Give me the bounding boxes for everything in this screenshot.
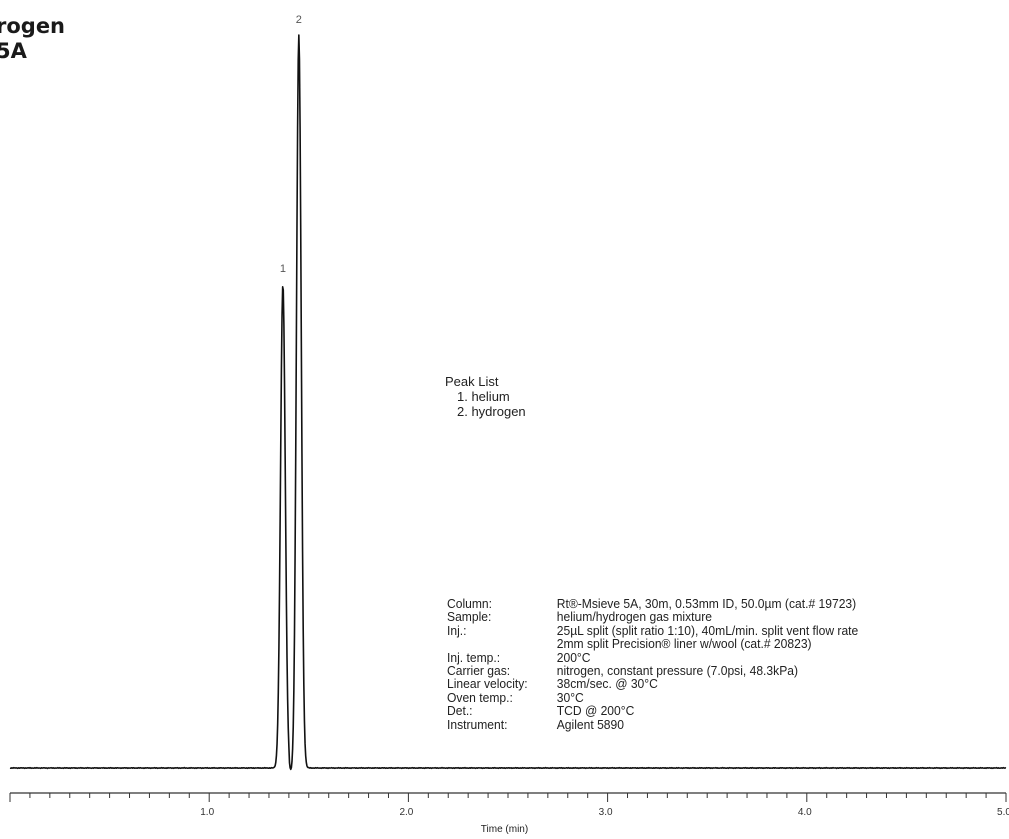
- x-tick-label: 1.0: [200, 807, 214, 818]
- chart-title: rogen 5A: [0, 14, 65, 64]
- condition-row: Column: Rt®-Msieve 5A, 30m, 0.53mm ID, 50…: [447, 596, 858, 611]
- x-tick-label: 4.0: [798, 807, 812, 818]
- condition-row: Linear velocity: 38cm/sec. @ 30°C: [447, 676, 858, 692]
- condition-label: [447, 637, 557, 650]
- x-tick-label: 5.0: [997, 807, 1009, 818]
- condition-label: Column:: [447, 596, 493, 611]
- condition-row: Sample: helium/hydrogen gas mixture: [447, 609, 858, 625]
- condition-row: 2mm split Precision® liner w/wool (cat.#…: [447, 636, 858, 652]
- condition-value: 200°C: [556, 649, 591, 665]
- x-axis-label: Time (min): [480, 824, 529, 835]
- condition-row: Det.: TCD @ 200°C: [447, 703, 858, 719]
- condition-value: TCD @ 200°C: [556, 703, 635, 719]
- condition-value: Rt®-Msieve 5A, 30m, 0.53mm ID, 50.0µm (c…: [556, 596, 857, 611]
- condition-label: Oven temp.:: [447, 689, 513, 705]
- condition-label: Inj. temp.:: [447, 649, 501, 665]
- title-line-1: rogen: [0, 14, 66, 38]
- condition-row: Oven temp.: 30°C: [447, 689, 858, 705]
- condition-value: 2mm split Precision® liner w/wool (cat.#…: [556, 636, 812, 652]
- conditions-table: Column: Rt®-Msieve 5A, 30m, 0.53mm ID, 50…: [447, 597, 858, 731]
- title-line-2: 5A: [0, 39, 27, 63]
- condition-label: Linear velocity:: [447, 676, 528, 692]
- condition-row: Inj. temp.: 200°C: [447, 649, 858, 665]
- condition-value: 38cm/sec. @ 30°C: [556, 676, 658, 692]
- x-tick-label: 2.0: [399, 807, 413, 818]
- condition-label: Instrument:: [447, 716, 508, 732]
- peak-label: 2: [296, 14, 302, 26]
- condition-value: Agilent 5890: [556, 716, 624, 732]
- condition-value: helium/hydrogen gas mixture: [556, 609, 712, 625]
- condition-value: 30°C: [556, 689, 584, 705]
- peak-list-item: 2. hydrogen: [457, 404, 526, 419]
- peak-list-heading: Peak List: [445, 374, 499, 389]
- peak-list-item: 1. helium: [457, 389, 510, 404]
- condition-label: Sample:: [447, 609, 492, 625]
- condition-value: 25µL split (split ratio 1:10), 40mL/min.…: [556, 622, 859, 638]
- x-tick-label: 3.0: [599, 807, 613, 818]
- peak-label: 1: [280, 263, 286, 275]
- condition-row: Carrier gas: nitrogen, constant pressure …: [447, 663, 858, 679]
- condition-label: Carrier gas:: [447, 663, 511, 679]
- condition-value: nitrogen, constant pressure (7.0psi, 48.…: [556, 663, 799, 679]
- peak-list: Peak List 1. helium 2. hydrogen: [445, 374, 526, 419]
- condition-row: Instrument: Agilent 5890: [447, 716, 858, 732]
- condition-row: Inj.: 25µL split (split ratio 1:10), 40mL…: [447, 622, 859, 638]
- chromatogram-trace: [9, 34, 1007, 771]
- condition-label: Det.:: [447, 703, 473, 719]
- condition-label: Inj.:: [447, 622, 467, 638]
